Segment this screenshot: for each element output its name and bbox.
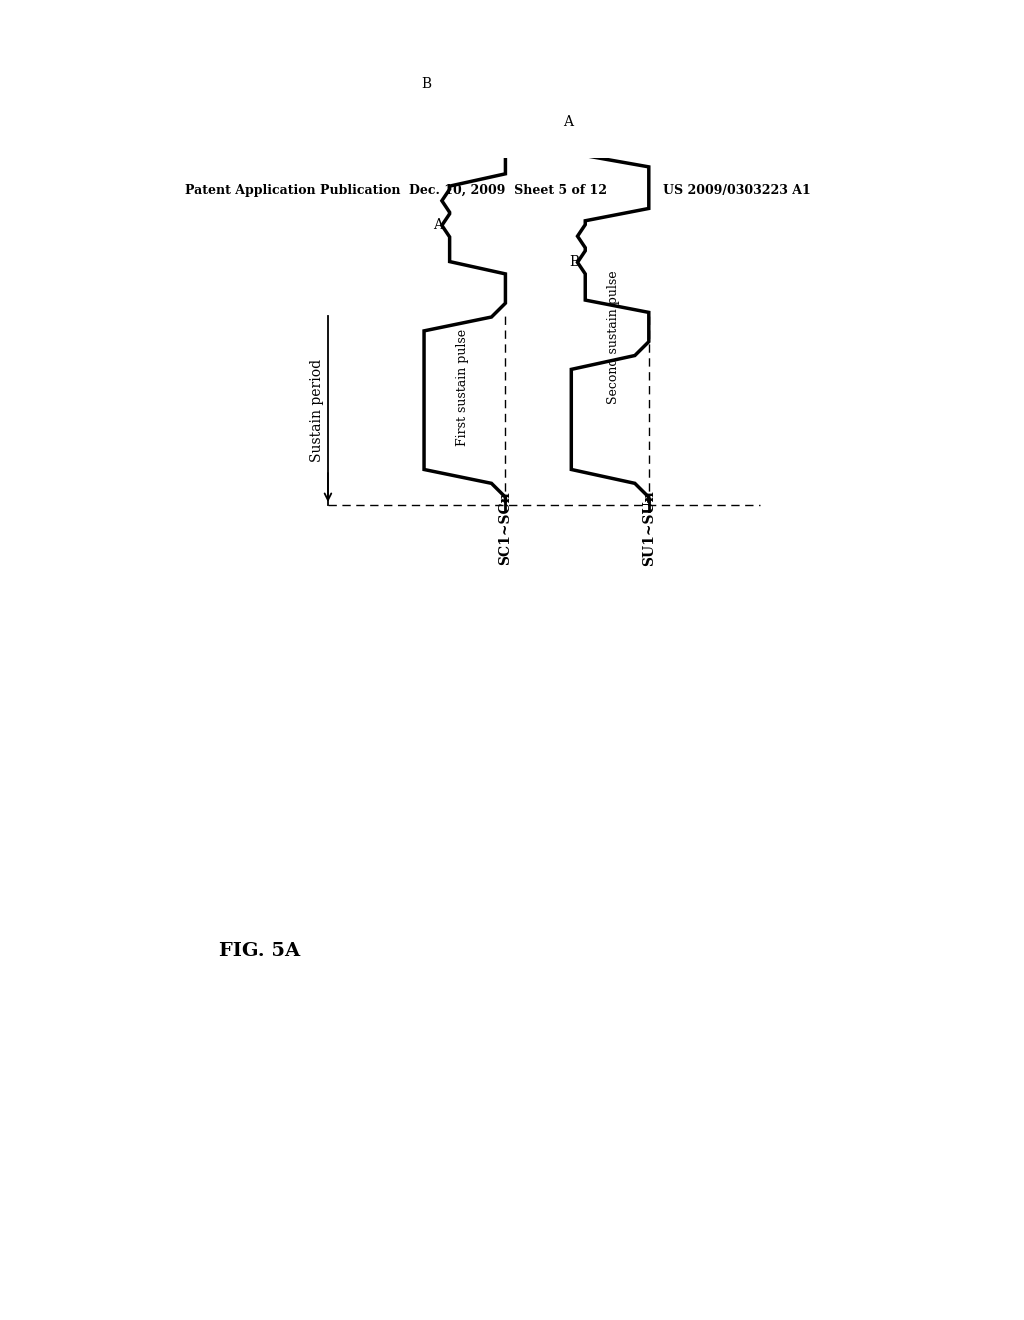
Text: A: A xyxy=(563,115,572,129)
Text: SC1~SCn: SC1~SCn xyxy=(499,491,512,565)
Text: B: B xyxy=(569,255,579,268)
Text: Sustain period: Sustain period xyxy=(310,359,325,462)
Text: FIG. 5A: FIG. 5A xyxy=(219,942,301,961)
Text: Second sustain pulse: Second sustain pulse xyxy=(607,271,621,404)
Text: Dec. 10, 2009  Sheet 5 of 12: Dec. 10, 2009 Sheet 5 of 12 xyxy=(409,185,606,197)
Text: Patent Application Publication: Patent Application Publication xyxy=(184,185,400,197)
Text: First sustain pulse: First sustain pulse xyxy=(457,329,469,446)
Text: A: A xyxy=(433,218,443,231)
Text: B: B xyxy=(421,78,431,91)
Text: SU1~SUn: SU1~SUn xyxy=(642,490,655,566)
Text: US 2009/0303223 A1: US 2009/0303223 A1 xyxy=(663,185,811,197)
